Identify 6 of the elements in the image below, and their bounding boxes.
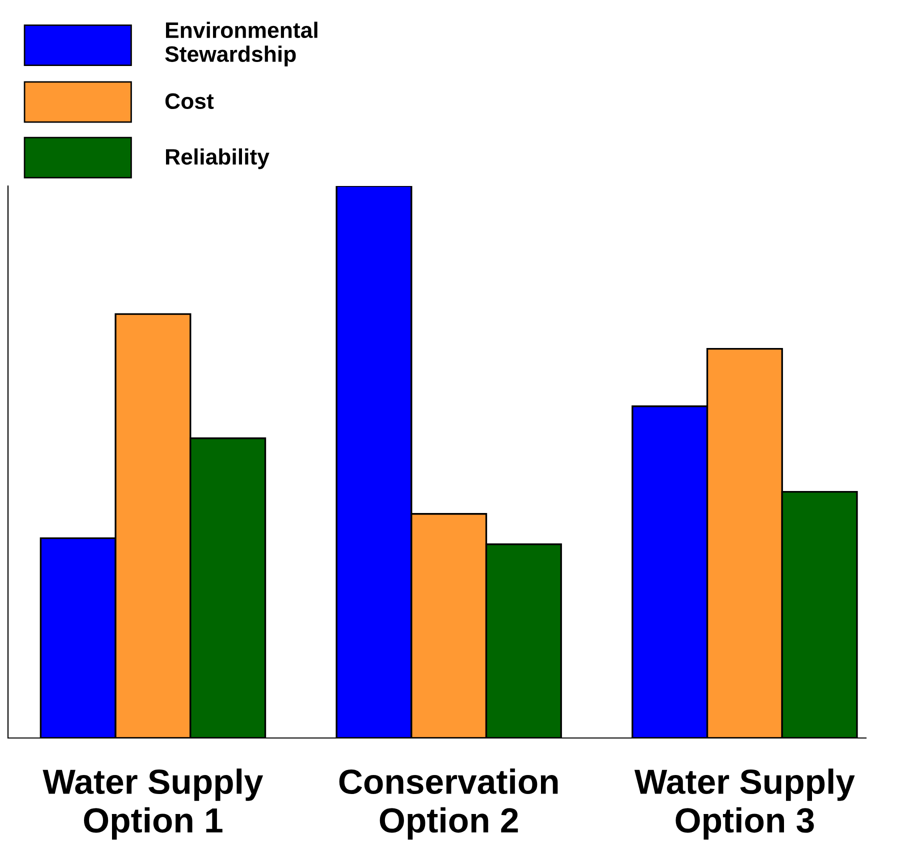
legend-label: Cost — [165, 93, 214, 110]
legend-label: Reliability — [166, 148, 270, 170]
x-tick-label: Conservation Option 2 — [339, 768, 558, 840]
x-tick-label: Water Supply Option 1 — [42, 768, 264, 840]
legend-label: Environmental Stewardship — [165, 22, 318, 66]
x-tick-label: Water Supply Option 3 — [634, 768, 855, 840]
